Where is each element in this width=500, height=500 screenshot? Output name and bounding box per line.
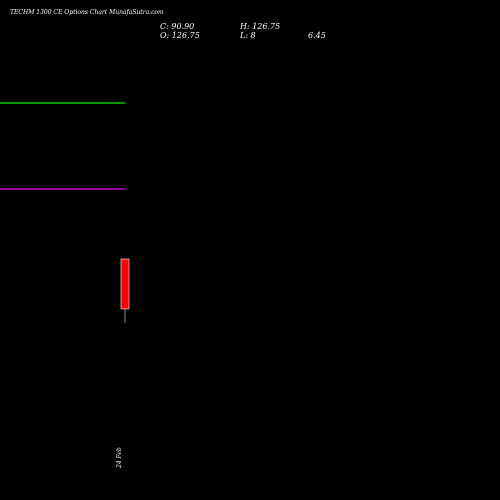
close-value: C: 90.90	[160, 22, 195, 31]
extra-value: 6.45	[308, 31, 326, 40]
candles-group	[120, 258, 130, 323]
chart-title: TECHM 1300 CE Options Chart MunafaSutra.…	[10, 9, 164, 16]
low-value: L: 8	[240, 31, 256, 40]
open-value: O: 126.75	[160, 31, 200, 40]
x-tick-label: 24 Feb	[116, 447, 123, 468]
candle-body	[120, 258, 130, 310]
high-value: H: 126.75	[240, 22, 281, 31]
